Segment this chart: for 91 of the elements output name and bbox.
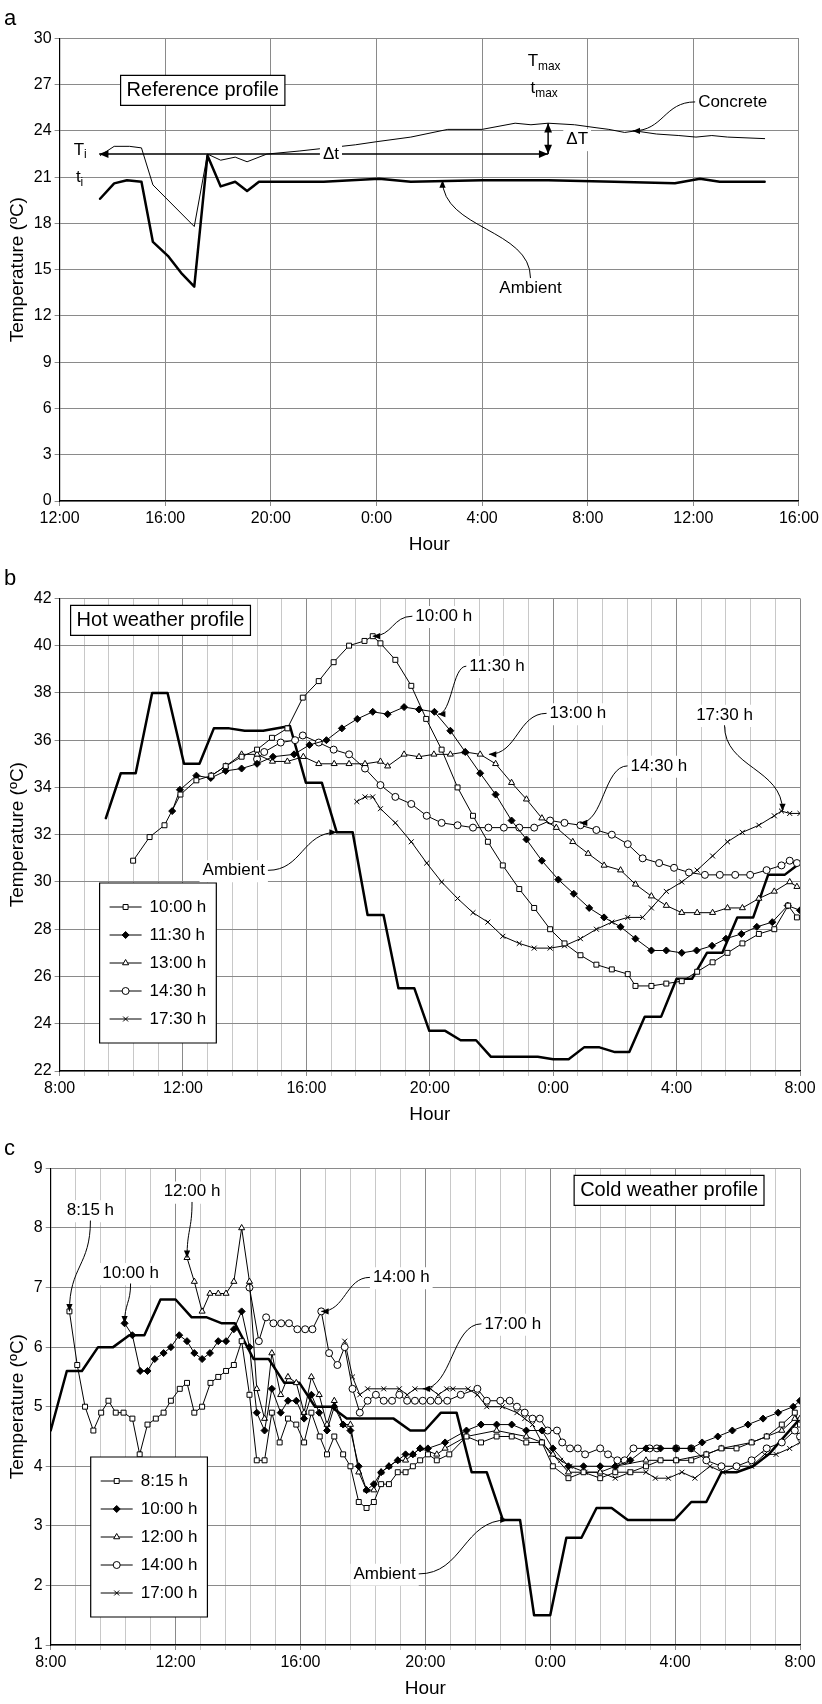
y-tick-label: 7 — [33, 1277, 43, 1295]
legend-label: 11:30 h — [149, 924, 206, 944]
chart-title: c — [4, 1135, 15, 1161]
annotation: Ambient — [202, 860, 266, 880]
annotation: Reference profile — [126, 77, 279, 100]
chart-title: a — [4, 5, 17, 31]
y-tick-label: 6 — [42, 398, 52, 416]
x-tick-label: 12:00 — [673, 509, 714, 527]
annotation: 13:00 h — [549, 703, 607, 723]
y-tick-label: 26 — [33, 966, 52, 984]
y-tick-label: 24 — [33, 121, 52, 139]
y-axis-title: Temperature (ºC) — [5, 762, 27, 908]
annotation: 10:00 h — [415, 605, 473, 625]
y-tick-label: 5 — [33, 1397, 43, 1415]
x-axis-title: Hour — [409, 1102, 452, 1124]
y-tick-label: 12 — [33, 306, 52, 324]
y-tick-label: 2 — [33, 1575, 43, 1593]
x-tick-label: 8:00 — [784, 1653, 816, 1671]
legend-label: 12:00 h — [140, 1526, 198, 1546]
x-tick-label: 8:00 — [784, 1079, 816, 1097]
x-tick-label: 0:00 — [537, 1079, 569, 1097]
legend-label: 10:00 h — [149, 896, 207, 916]
y-tick-label: 9 — [33, 1158, 43, 1176]
annotation: 14:30 h — [630, 755, 688, 775]
annotation: 12:00 h — [163, 1181, 221, 1201]
annotation: Cold weather profile — [580, 1177, 758, 1200]
y-tick-label: 1 — [33, 1635, 43, 1653]
annotation: Concrete — [698, 91, 768, 111]
x-tick-label: 8:00 — [572, 509, 604, 527]
y-tick-label: 28 — [33, 919, 52, 937]
legend-label: 14:00 h — [140, 1554, 198, 1574]
y-tick-label: 40 — [33, 636, 52, 654]
x-tick-label: 20:00 — [409, 1079, 450, 1097]
x-tick-label: 20:00 — [405, 1653, 446, 1671]
legend-label: 8:15 h — [140, 1470, 188, 1490]
y-tick-label: 42 — [33, 588, 52, 606]
x-tick-label: 16:00 — [280, 1653, 321, 1671]
y-tick-label: 4 — [33, 1456, 43, 1474]
y-tick-label: 6 — [33, 1337, 43, 1355]
annotation: Ambient — [499, 277, 562, 297]
x-tick-label: 16:00 — [286, 1079, 327, 1097]
x-tick-label: 20:00 — [250, 509, 291, 527]
x-tick-label: 4:00 — [466, 509, 498, 527]
annotation: 17:30 h — [696, 704, 753, 724]
y-tick-label: 8 — [33, 1218, 43, 1236]
y-tick-label: 15 — [33, 260, 52, 278]
legend-label: 14:30 h — [149, 980, 207, 1000]
annotation: Ambient — [353, 1563, 417, 1583]
y-tick-label: 21 — [33, 167, 52, 185]
x-tick-label: 0:00 — [360, 509, 393, 527]
x-tick-label: 16:00 — [778, 509, 820, 527]
y-tick-label: 27 — [33, 75, 52, 93]
legend-label: 10:00 h — [140, 1498, 198, 1518]
annotation: 8:15 h — [66, 1200, 115, 1220]
y-axis-title: Temperature (ºC) — [5, 1334, 27, 1480]
x-tick-label: 12:00 — [39, 509, 80, 527]
y-tick-label: 38 — [33, 683, 52, 701]
y-tick-label: 9 — [42, 352, 52, 370]
x-axis-title: Hour — [404, 1676, 447, 1698]
x-tick-label: 8:00 — [44, 1079, 76, 1097]
annotation: 17:00 h — [484, 1313, 542, 1333]
y-tick-label: 18 — [33, 213, 52, 231]
y-tick-label: 32 — [33, 825, 52, 843]
legend-label: 17:00 h — [140, 1582, 198, 1602]
x-tick-label: 12:00 — [162, 1079, 204, 1097]
y-tick-label: 30 — [33, 28, 52, 46]
legend-label: 17:30 h — [149, 1008, 207, 1028]
y-tick-label: 3 — [33, 1516, 43, 1534]
y-tick-label: 34 — [33, 777, 52, 795]
annotation: 11:30 h — [469, 655, 525, 675]
chart-title: b — [4, 565, 17, 591]
y-tick-label: 36 — [33, 730, 52, 748]
x-tick-label: 16:00 — [145, 509, 186, 527]
x-axis-title: Hour — [408, 532, 451, 554]
y-tick-label: 24 — [33, 1014, 52, 1032]
x-tick-label: 8:00 — [35, 1653, 67, 1671]
x-tick-label: 0:00 — [534, 1653, 566, 1671]
y-tick-label: 22 — [33, 1061, 52, 1079]
x-tick-label: 4:00 — [659, 1653, 691, 1671]
x-tick-label: 4:00 — [661, 1079, 693, 1097]
annotation: Hot weather profile — [76, 607, 245, 630]
annotation: Δt — [322, 143, 340, 163]
y-axis-title: Temperature (ºC) — [5, 197, 27, 343]
annotation: 10:00 h — [102, 1262, 159, 1282]
annotation: ΔT — [566, 128, 589, 148]
x-tick-label: 12:00 — [155, 1653, 196, 1671]
annotation: 14:00 h — [372, 1267, 430, 1287]
y-tick-label: 3 — [42, 445, 52, 463]
y-tick-label: 30 — [33, 872, 52, 890]
y-tick-label: 0 — [42, 491, 52, 509]
legend-label: 13:00 h — [149, 952, 207, 972]
